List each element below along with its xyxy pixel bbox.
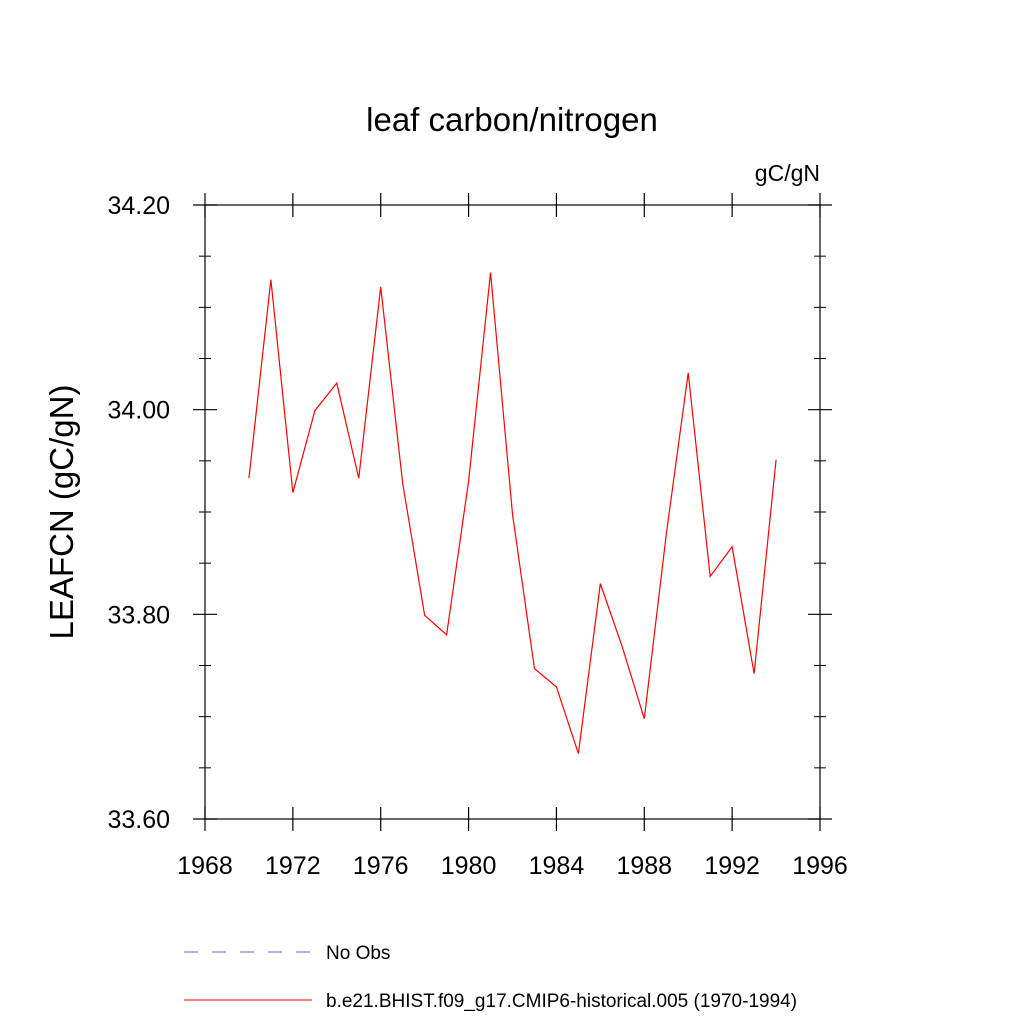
y-tick-label: 34.20: [107, 192, 170, 220]
y-tick-label: 33.60: [107, 806, 170, 834]
y-tick-label: 33.80: [107, 601, 170, 629]
x-tick-label: 1980: [441, 852, 497, 880]
x-tick-label: 1988: [616, 852, 672, 880]
x-tick-label: 1996: [792, 852, 848, 880]
y-axis-label: LEAFCN (gC/gN): [43, 385, 80, 640]
legend-label-0: No Obs: [326, 943, 390, 964]
x-tick-label: 1992: [704, 852, 760, 880]
x-tick-label: 1984: [529, 852, 585, 880]
series-line-1: [248, 272, 777, 754]
legend-label-1: b.e21.BHIST.f09_g17.CMIP6-historical.005…: [326, 991, 797, 1012]
x-tick-label: 1968: [177, 852, 233, 880]
chart-title: leaf carbon/nitrogen: [366, 101, 658, 138]
x-tick-label: 1972: [265, 852, 321, 880]
series-layer: [248, 272, 777, 754]
x-tick-label: 1976: [353, 852, 409, 880]
axis-ticks: 1968 1972 1976 1980 1984 1988 1992 1996 33.60 33.…: [107, 192, 847, 880]
units-label: gC/gN: [755, 160, 820, 186]
legend: No Obs b.e21.BHIST.f09_g17.CMIP6-historic…: [184, 943, 797, 1012]
y-tick-label: 34.00: [107, 397, 170, 425]
